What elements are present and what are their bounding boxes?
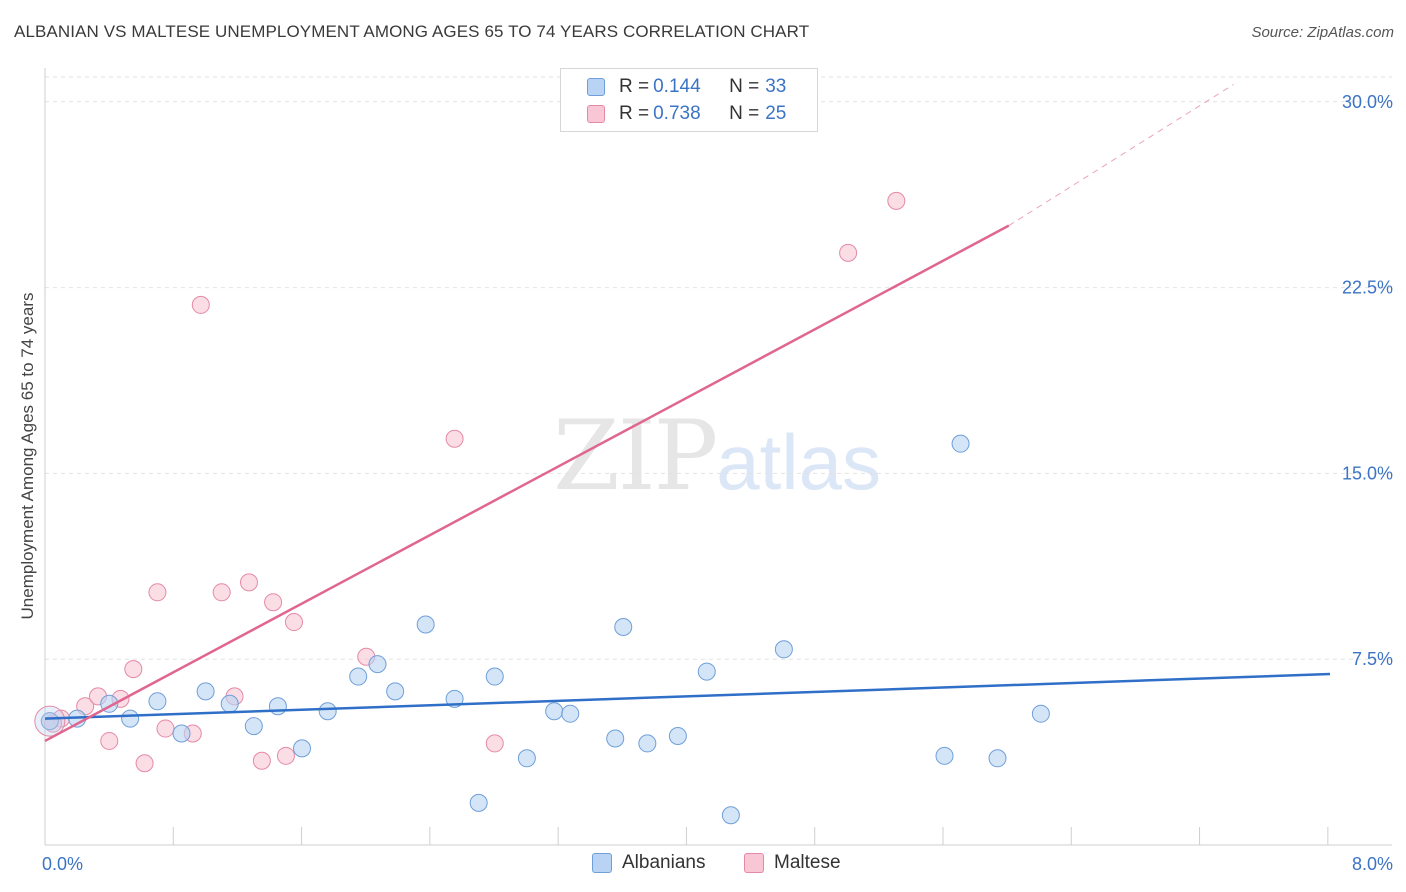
maltese-swatch: [587, 105, 605, 123]
correlation-legend: R = 0.144 N = 33 R = 0.738 N = 25: [560, 68, 818, 132]
maltese-n-value: 25: [765, 103, 787, 124]
maltese-point: [239, 573, 258, 592]
source-label: Source: ZipAtlas.com: [1251, 24, 1394, 41]
maltese-point: [264, 593, 283, 612]
y-tick-label: 7.5%: [1352, 649, 1393, 669]
albanian-point: [935, 746, 954, 765]
albanian-point: [774, 640, 793, 659]
maltese-point: [445, 429, 464, 448]
x-tick-label: 0.0%: [42, 854, 83, 874]
maltese-point: [839, 243, 858, 262]
maltese-n-label: N =: [729, 103, 760, 124]
cluster-point: [34, 705, 66, 737]
albanian-point: [40, 712, 59, 731]
albanian-point: [1031, 704, 1050, 723]
albanian-point: [721, 806, 740, 825]
legend-row-maltese: R = 0.738 N = 25: [587, 101, 786, 127]
legend-row-albanian: R = 0.144 N = 33: [587, 74, 786, 100]
albanian-point: [951, 434, 970, 453]
maltese-legend-swatch: [744, 853, 764, 873]
albanian-n-label: N =: [729, 76, 760, 97]
albanian-r-label: R =: [619, 76, 650, 97]
maltese-trendline-extension: [1008, 84, 1234, 227]
albanian-point: [988, 749, 1007, 768]
albanian-point: [349, 667, 368, 686]
maltese-point: [191, 295, 210, 314]
legend-item-maltese: Maltese: [744, 852, 841, 874]
albanian-point: [318, 702, 337, 721]
albanian-point: [485, 667, 504, 686]
albanian-point: [268, 697, 287, 716]
albanian-r-value: 0.144: [653, 76, 701, 97]
albanian-point: [614, 617, 633, 636]
albanian-point: [697, 662, 716, 681]
maltese-r-value: 0.738: [653, 103, 701, 124]
maltese-point: [148, 583, 167, 602]
albanian-point: [386, 682, 405, 701]
maltese-legend-label: Maltese: [774, 852, 841, 873]
y-tick-label: 22.5%: [1342, 278, 1393, 298]
albanian-point: [172, 724, 191, 743]
albanian-point: [561, 704, 580, 723]
watermark-atlas: atlas: [716, 418, 881, 506]
albanian-n-value: 33: [765, 76, 787, 97]
x-tick-label: 8.0%: [1352, 854, 1393, 874]
maltese-point: [887, 191, 906, 210]
albanian-point: [244, 717, 263, 736]
y-axis-label: Unemployment Among Ages 65 to 74 years: [18, 292, 37, 620]
maltese-point: [284, 613, 303, 632]
maltese-point: [135, 754, 154, 773]
albanian-point: [220, 694, 239, 713]
y-tick-label: 30.0%: [1342, 92, 1393, 112]
albanian-point: [469, 793, 488, 812]
albanian-point: [638, 734, 657, 753]
albanian-trendline: [44, 672, 1331, 720]
maltese-point: [100, 731, 119, 750]
albanian-point: [606, 729, 625, 748]
y-tick-label: 15.0%: [1342, 463, 1393, 483]
maltese-point: [485, 734, 504, 753]
albanian-point: [293, 739, 311, 758]
albanian-point: [668, 726, 687, 745]
albanians-swatch: [592, 853, 612, 873]
albanian-point: [517, 749, 536, 768]
albanian-point: [416, 615, 435, 634]
albanians-legend-label: Albanians: [622, 852, 706, 873]
albanian-point: [148, 692, 167, 711]
albanian-point: [196, 682, 215, 701]
albanian-point: [368, 655, 387, 674]
albanian-point: [545, 702, 564, 721]
albanian-point: [121, 709, 140, 728]
albanian-swatch: [587, 78, 605, 96]
maltese-point: [212, 583, 231, 602]
maltese-point: [124, 660, 143, 679]
maltese-r-label: R =: [619, 103, 650, 124]
maltese-point: [252, 751, 271, 770]
maltese-point: [276, 746, 295, 765]
legend-item-albanians: Albanians: [592, 852, 705, 874]
chart-title: ALBANIAN VS MALTESE UNEMPLOYMENT AMONG A…: [14, 22, 810, 41]
maltese-trendline: [44, 224, 1010, 743]
maltese-point: [156, 719, 175, 738]
